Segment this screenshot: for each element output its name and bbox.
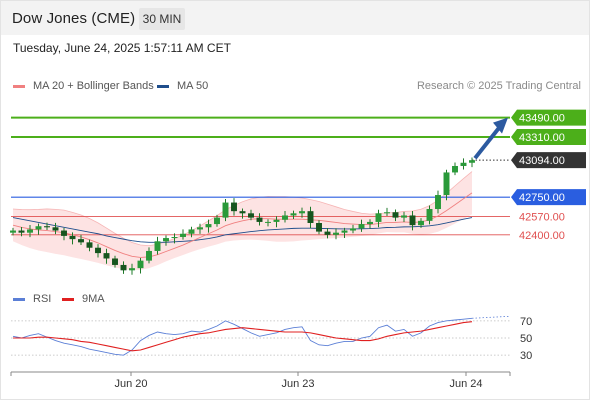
price-tag-label-3: 42750.00	[519, 192, 565, 204]
candle-body-51	[443, 172, 450, 196]
price-tag-1	[511, 128, 586, 145]
candle-body-23	[205, 224, 212, 228]
candle-body-46	[401, 215, 407, 218]
candle-body-5	[52, 227, 59, 231]
candle-body-6	[61, 230, 67, 236]
price-tag-label-2: 43094.00	[519, 155, 565, 167]
candle-body-10	[95, 247, 101, 254]
candle-body-35	[307, 211, 314, 223]
candle-body-49	[426, 209, 433, 221]
time-tick-label-0: Jun 20	[114, 378, 147, 390]
candle-body-13	[120, 264, 127, 271]
candle-body-26	[231, 202, 237, 212]
time-tick-label-2: Jun 24	[449, 378, 482, 390]
candle-body-3	[35, 226, 42, 230]
candle-body-21	[188, 229, 195, 234]
rsi-series-9ma-line	[13, 321, 473, 352]
candle-body-30	[265, 221, 271, 223]
ma9-swatch-icon	[62, 297, 74, 301]
legend-ma50: MA 50	[157, 80, 208, 92]
candle-body-40	[350, 228, 356, 231]
candle-body-37	[324, 231, 331, 235]
rsi-tick-label-2: 30	[520, 350, 532, 362]
candle-body-36	[316, 222, 322, 232]
legend-ma20: MA 20 + Bollinger Bands	[13, 80, 154, 92]
candle-body-41	[358, 224, 365, 229]
forecast-arrow-head-icon	[493, 117, 508, 134]
ma20-swatch-icon	[13, 84, 25, 88]
candle-body-28	[248, 213, 254, 218]
candle-body-16	[146, 250, 152, 261]
rsi-projection-line	[471, 315, 511, 319]
candle-body-14	[129, 268, 135, 271]
candle-body-19	[171, 236, 178, 239]
candle-body-24	[214, 217, 220, 225]
candle-body-50	[435, 195, 441, 210]
price-tag-label-4: 42570.00	[519, 212, 565, 224]
rsi-tick-label-1: 50	[520, 333, 532, 345]
ma50-line	[12, 217, 473, 243]
candle-body-11	[103, 253, 110, 259]
candle-body-9	[86, 242, 93, 248]
candle-body-45	[392, 212, 399, 218]
price-tag-3	[511, 189, 586, 206]
candle-body-29	[256, 217, 263, 222]
candle-body-42	[367, 221, 373, 225]
copyright-label: Research © 2025 Trading Central	[416, 80, 581, 92]
legend-rsi: RSI	[13, 293, 51, 305]
legend-rsi-label: RSI	[33, 293, 52, 305]
candle-body-44	[384, 212, 390, 214]
candle-body-53	[460, 162, 467, 166]
forecast-arrow-shaft	[473, 125, 502, 160]
legend-9ma: 9MA	[62, 293, 105, 305]
rsi-swatch-icon	[13, 297, 25, 301]
time-tick-label-1: Jun 23	[281, 378, 314, 390]
candle-body-47	[409, 215, 416, 226]
candle-body-27	[239, 211, 246, 214]
candle-body-17	[154, 241, 161, 251]
ma50-swatch-icon	[157, 84, 169, 88]
price-tag-label-5: 42400.00	[519, 230, 565, 242]
legend-ma50-label: MA 50	[177, 80, 209, 92]
timeframe-button[interactable]: 30 MIN	[139, 8, 185, 30]
price-tag-2	[511, 152, 586, 169]
legend-9ma-label: 9MA	[82, 293, 105, 305]
candle-body-25	[222, 202, 229, 218]
candle-body-43	[375, 213, 382, 222]
rsi-series-rsi-line	[12, 317, 473, 356]
candle-body-39	[341, 230, 348, 233]
price-tag-0	[511, 109, 586, 126]
price-tag-label-1: 43310.00	[519, 132, 565, 144]
candle-body-22	[197, 227, 203, 230]
legend-ma20-label: MA 20 + Bollinger Bands	[33, 80, 154, 92]
candle-body-8	[78, 239, 84, 243]
candle-body-33	[290, 213, 297, 216]
candle-body-1	[18, 230, 25, 233]
candle-body-18	[163, 238, 169, 242]
candle-body-12	[112, 258, 118, 265]
candle-body-38	[333, 232, 339, 235]
candle-body-32	[282, 215, 288, 220]
candle-body-4	[44, 226, 50, 228]
candle-body-0	[10, 230, 16, 233]
candle-body-15	[137, 260, 144, 269]
candle-body-2	[27, 229, 33, 233]
candle-body-20	[180, 233, 186, 237]
candle-body-31	[273, 219, 280, 222]
rsi-tick-label-0: 70	[520, 316, 532, 328]
timestamp-label: Tuesday, June 24, 2025 1:57:11 AM CET	[13, 41, 231, 55]
instrument-title: Dow Jones (CME)	[12, 10, 136, 27]
candle-body-52	[452, 165, 458, 173]
candle-body-34	[299, 211, 305, 214]
price-tag-label-0: 43490.00	[519, 113, 565, 125]
candle-body-7	[69, 235, 76, 240]
candle-body-48	[418, 220, 424, 226]
candle-body-54	[469, 160, 475, 163]
chart-header: Dow Jones (CME) 30 MIN	[1, 1, 589, 35]
